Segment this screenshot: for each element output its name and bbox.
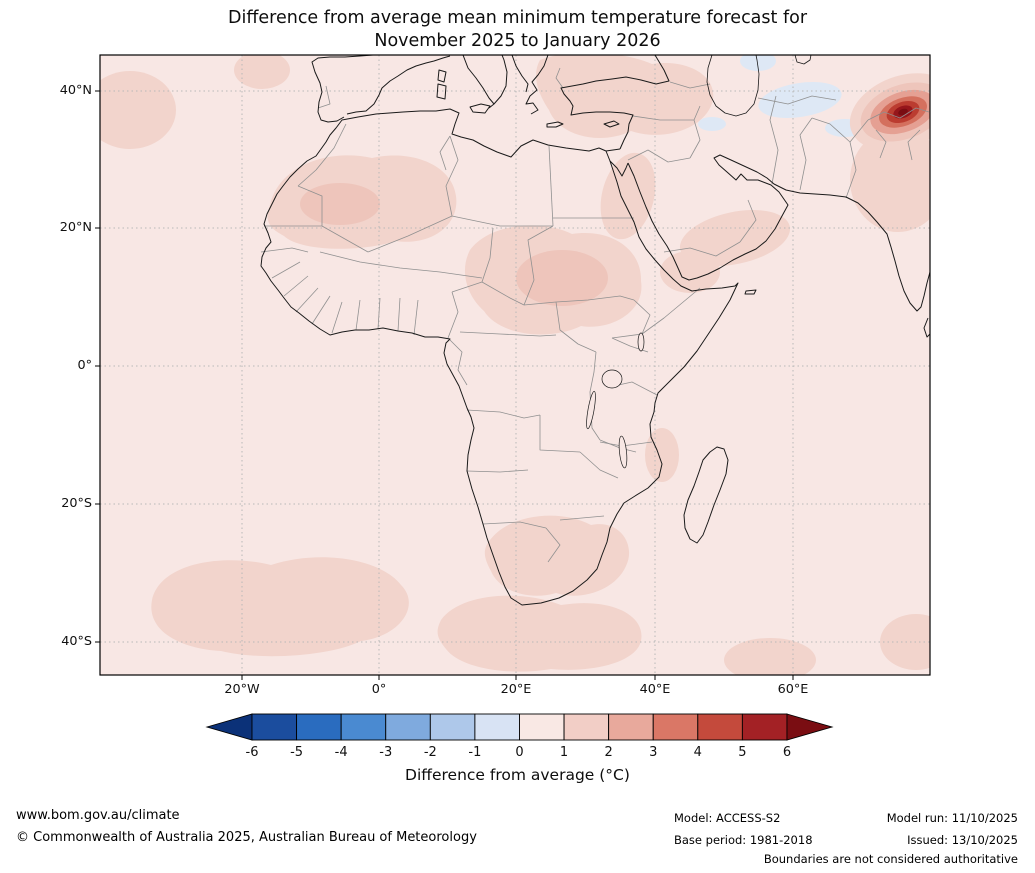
- forecast-map: [95, 54, 931, 680]
- warm-anomaly-cores: [300, 183, 608, 306]
- lat-tick-40s: 40°S: [61, 634, 92, 649]
- colorbar-tick-label: -5: [290, 745, 304, 760]
- colorbar-tick-label: 2: [604, 745, 613, 760]
- colorbar-under-arrow: [205, 713, 253, 741]
- lon-tick-20e: 20°E: [500, 682, 532, 697]
- iberia-coastline: [311, 55, 451, 123]
- colorbar-segment: [296, 713, 342, 741]
- lat-tick-40n: 40°N: [59, 83, 92, 98]
- page-title: Difference from average mean minimum tem…: [0, 7, 1035, 53]
- footer-disclaimer: Boundaries are not considered authoritat…: [763, 852, 1018, 866]
- colorbar-segment: [697, 713, 743, 741]
- lat-tick-20n: 20°N: [59, 220, 92, 235]
- lake-turkana: [637, 332, 645, 352]
- socotra-island: [744, 289, 757, 295]
- colorbar-segment: [429, 713, 476, 741]
- arabia-india-coastline: [627, 154, 930, 312]
- colorbar-segment: [563, 713, 610, 741]
- corsica-island: [437, 69, 447, 83]
- footer-website: www.bom.gov.au/climate: [16, 808, 180, 823]
- footer-issued: Issued: 13/10/2025: [907, 833, 1018, 847]
- cyprus-island: [603, 120, 620, 128]
- colorbar-segment: [474, 713, 520, 741]
- lat-tick-0: 0°: [77, 358, 92, 373]
- lakes: [586, 332, 645, 469]
- colorbar-tick-label: 4: [693, 745, 702, 760]
- colorbar-segment: [652, 713, 699, 741]
- sinai-coastline: [605, 148, 629, 177]
- axis-tick-marks: [95, 90, 794, 680]
- colorbar-segment: [519, 713, 565, 741]
- madagascar-coastline: [683, 446, 729, 544]
- colorbar-tick-label: -2: [423, 745, 437, 760]
- lon-tick-20w: 20°W: [224, 682, 260, 697]
- lat-tick-20s: 20°S: [61, 496, 92, 511]
- italy-coastline: [462, 55, 529, 109]
- colorbar-tick-label: 0: [515, 745, 524, 760]
- footer-base-period: Base period: 1981-2018: [674, 833, 813, 847]
- colorbar-segment: [340, 713, 387, 741]
- map-frame: [99, 54, 931, 676]
- colorbar-label: Difference from average (°C): [405, 766, 630, 784]
- colorbar-segment: [385, 713, 431, 741]
- title-line-2: November 2025 to January 2026: [374, 31, 661, 51]
- colorbar-tick-label: -4: [334, 745, 348, 760]
- aral-sea: [794, 55, 812, 65]
- lake-malawi: [618, 435, 628, 469]
- africa-coastline: [260, 108, 739, 606]
- lon-tick-60e: 60°E: [777, 682, 809, 697]
- caspian-sea: [706, 55, 760, 117]
- colorbar-ticks: -6 -5 -4 -3 -2 -1 0 1 2 3 4 5 6: [205, 745, 835, 761]
- colorbar-tick-label: 5: [738, 745, 747, 760]
- colorbar-tick-label: 1: [559, 745, 569, 760]
- lon-tick-40e: 40°E: [639, 682, 671, 697]
- title-line-1: Difference from average mean minimum tem…: [227, 8, 808, 28]
- sri-lanka-partial: [923, 317, 930, 338]
- lake-victoria: [601, 369, 623, 389]
- lon-tick-0: 0°: [371, 682, 387, 697]
- colorbar-segment: [251, 713, 298, 741]
- colorbar-tick-label: 6: [782, 745, 792, 760]
- crete-island: [546, 121, 564, 128]
- colorbar-tick-label: -3: [379, 745, 393, 760]
- colorbar-tick-label: 3: [649, 745, 658, 760]
- graticule-grid: [100, 55, 930, 675]
- levant-anatolia-coastline: [560, 55, 670, 150]
- colorbar-svg: [205, 713, 834, 741]
- colorbar-segment: [741, 713, 788, 741]
- footer-model-run: Model run: 11/10/2025: [886, 811, 1018, 825]
- map-content: [100, 55, 930, 675]
- lake-tanganyika: [586, 390, 596, 430]
- colorbar-over-arrow: [786, 713, 834, 741]
- greece-coastline: [525, 55, 549, 115]
- sardinia-island: [436, 83, 447, 100]
- coastlines: [260, 55, 930, 606]
- colorbar-tick-label: -6: [245, 745, 259, 760]
- footer-copyright: © Commonwealth of Australia 2025, Austra…: [16, 830, 477, 845]
- colorbar-tick-label: -1: [468, 745, 482, 760]
- sicily-island: [469, 103, 491, 114]
- colorbar-segment: [608, 713, 654, 741]
- footer-model: Model: ACCESS-S2: [674, 811, 781, 825]
